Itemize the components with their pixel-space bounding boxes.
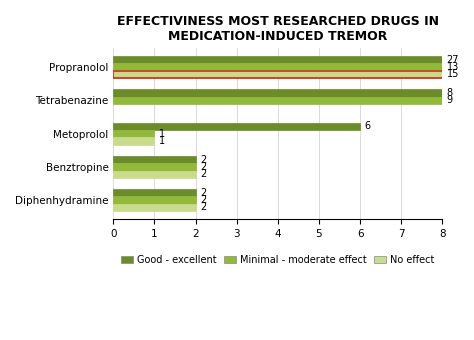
Text: 2: 2 xyxy=(200,169,206,179)
Title: EFFECTIVINESS MOST RESEARCHED DRUGS IN
MEDICATION-INDUCED TREMOR: EFFECTIVINESS MOST RESEARCHED DRUGS IN M… xyxy=(117,15,439,43)
Bar xyxy=(113,123,360,130)
Text: 6: 6 xyxy=(364,121,370,131)
Text: 13: 13 xyxy=(447,62,459,72)
Bar xyxy=(113,163,196,171)
Text: 2: 2 xyxy=(200,195,206,205)
Bar xyxy=(113,63,474,71)
Bar xyxy=(113,97,474,104)
Bar xyxy=(113,156,196,163)
Text: 2: 2 xyxy=(200,188,206,198)
Bar xyxy=(113,130,155,137)
Bar xyxy=(113,189,196,197)
Text: 9: 9 xyxy=(447,95,453,105)
Text: 1: 1 xyxy=(159,129,165,139)
Bar xyxy=(113,137,155,144)
Text: 15: 15 xyxy=(447,69,459,79)
Legend: Good - excellent, Minimal - moderate effect, No effect: Good - excellent, Minimal - moderate eff… xyxy=(118,251,438,269)
Bar xyxy=(113,56,474,63)
Text: 2: 2 xyxy=(200,162,206,172)
Bar xyxy=(113,71,474,78)
Text: 27: 27 xyxy=(447,55,459,65)
Text: 2: 2 xyxy=(200,155,206,165)
Bar xyxy=(113,204,196,211)
Bar xyxy=(113,171,196,178)
Bar xyxy=(113,89,442,97)
Text: 8: 8 xyxy=(447,88,453,98)
Text: 2: 2 xyxy=(200,203,206,212)
Bar xyxy=(113,197,196,204)
Text: 1: 1 xyxy=(159,136,165,146)
